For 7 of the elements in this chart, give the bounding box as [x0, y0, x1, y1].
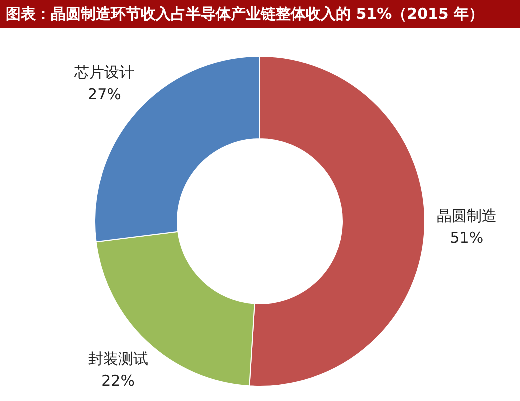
data-label: 51% — [450, 228, 484, 247]
slice-label: 晶圆制造 — [436, 206, 497, 225]
data-label: 27% — [88, 86, 122, 104]
chart-title: 图表：晶圆制造环节收入占半导体产业链整体收入的 51%（2015 年） — [0, 0, 520, 28]
data-label: 22% — [102, 372, 135, 390]
slice-label: 芯片设计 — [74, 64, 135, 82]
slice-label: 封装测试 — [88, 350, 148, 368]
